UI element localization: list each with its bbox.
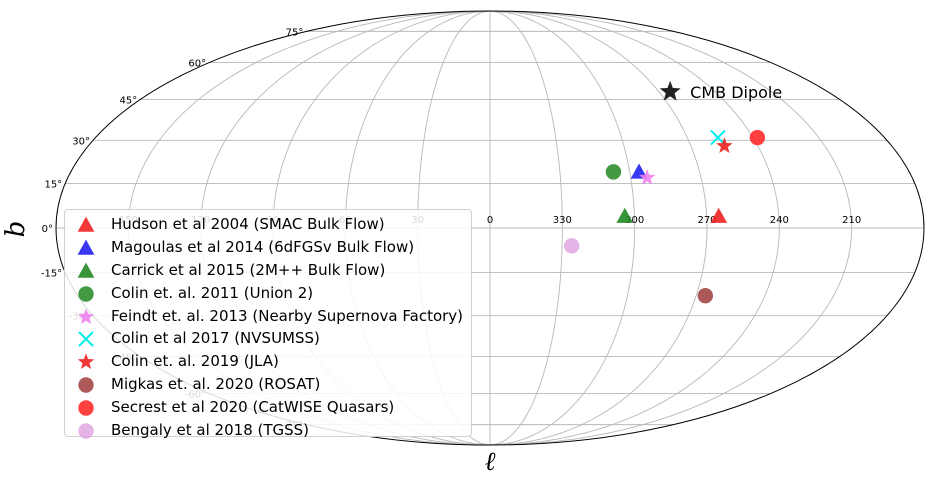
legend-item: Carrick et al 2015 (2M++ Bulk Flow) <box>65 259 471 282</box>
legend-label: Colin et. al. 2019 (JLA) <box>111 352 279 371</box>
legend-item: Colin et. al. 2019 (JLA) <box>65 350 471 373</box>
lat-tick-label: -15° <box>41 268 62 279</box>
lon-tick-label: 300 <box>625 215 644 226</box>
data-point <box>605 164 622 180</box>
lon-tick-label: 210 <box>842 215 861 226</box>
data-point <box>749 129 766 146</box>
lon-tick-label: 330 <box>553 215 572 226</box>
legend-item: Hudson et al 2004 (SMAC Bulk Flow) <box>65 213 471 236</box>
data-point <box>564 238 580 254</box>
annotation: CMB Dipole <box>659 80 782 102</box>
legend-item: Colin et. al. 2011 (Union 2) <box>65 281 471 304</box>
legend-label: Hudson et al 2004 (SMAC Bulk Flow) <box>111 215 385 234</box>
lat-tick-label: 15° <box>44 180 62 191</box>
legend-symbol <box>77 307 95 324</box>
legend-marker <box>77 239 95 255</box>
legend-label: Migkas et. al. 2020 (ROSAT) <box>111 374 321 393</box>
data-point <box>697 288 714 304</box>
legend-item: Colin et al 2017 (NVSUMSS) <box>65 327 471 350</box>
legend-label: Colin et al 2017 (NVSUMSS) <box>111 329 320 348</box>
legend-symbol <box>77 262 95 278</box>
legend-item: Bengaly et al 2018 (TGSS) <box>65 418 471 441</box>
legend-marker <box>78 377 94 393</box>
legend-marker <box>77 307 95 324</box>
data-point <box>616 207 634 223</box>
lat-tick-label: 75° <box>286 27 304 38</box>
legend-symbol <box>77 239 95 255</box>
legend-marker <box>77 216 95 233</box>
legend-label: Secrest et al 2020 (CatWISE Quasars) <box>111 397 395 416</box>
legend-label: Magoulas et al 2014 (6dFGSv Bulk Flow) <box>111 238 415 257</box>
legend-marker <box>78 422 94 439</box>
legend-item: Secrest et al 2020 (CatWISE Quasars) <box>65 395 471 418</box>
legend-symbol <box>78 377 94 393</box>
lon-tick-label: 0 <box>487 215 493 226</box>
legend-symbol <box>77 216 95 233</box>
lat-tick-label: 0° <box>42 224 53 235</box>
cmb-dipole-label: CMB Dipole <box>690 83 782 102</box>
legend-item: Feindt et. al. 2013 (Nearby Supernova Fa… <box>65 304 471 327</box>
legend-marker <box>77 353 95 370</box>
data-point <box>716 137 733 154</box>
data-point <box>630 163 648 179</box>
legend-symbol <box>78 331 94 348</box>
legend-symbol <box>78 400 94 416</box>
cmb-dipole-marker <box>659 80 681 101</box>
legend-symbol <box>78 286 94 302</box>
legend-marker <box>77 262 95 278</box>
lat-tick-label: 30° <box>72 136 90 147</box>
lon-tick-label: 240 <box>770 215 789 226</box>
legend-marker <box>78 400 94 416</box>
data-point <box>710 207 728 223</box>
legend-marker <box>78 331 94 348</box>
legend-symbol <box>78 422 94 439</box>
legend-marker <box>78 286 94 302</box>
legend-item: Migkas et. al. 2020 (ROSAT) <box>65 373 471 396</box>
x-axis-label: ℓ <box>485 447 496 477</box>
lat-tick-label: 45° <box>120 96 138 107</box>
legend: Hudson et al 2004 (SMAC Bulk Flow) Magoul… <box>64 209 472 439</box>
legend-item: Magoulas et al 2014 (6dFGSv Bulk Flow) <box>65 236 471 259</box>
legend-label: Carrick et al 2015 (2M++ Bulk Flow) <box>111 260 386 279</box>
y-axis-label: b <box>1 221 31 238</box>
lat-tick-label: 60° <box>188 59 206 70</box>
legend-label: Bengaly et al 2018 (TGSS) <box>111 420 310 439</box>
sky-boundary <box>55 10 925 446</box>
legend-symbol <box>77 353 95 370</box>
data-points <box>564 129 766 304</box>
lon-tick-label: 270 <box>697 215 716 226</box>
legend-label: Feindt et. al. 2013 (Nearby Supernova Fa… <box>111 306 464 325</box>
legend-label: Colin et. al. 2011 (Union 2) <box>111 283 314 302</box>
data-point <box>638 169 656 185</box>
